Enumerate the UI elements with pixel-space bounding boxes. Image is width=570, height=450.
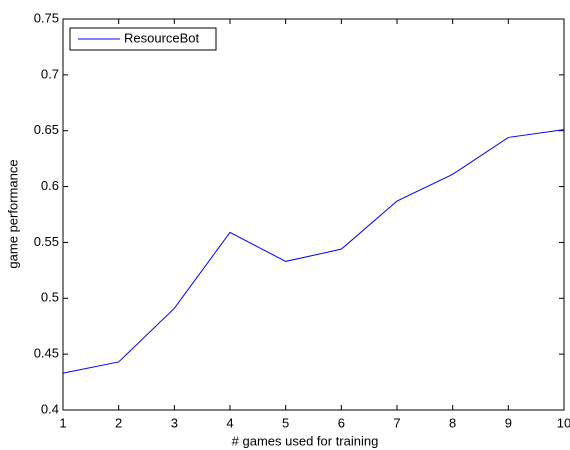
- x-tick-label: 1: [59, 415, 66, 430]
- plot-area: [62, 18, 565, 411]
- x-tick-label: 2: [115, 415, 122, 430]
- x-tick-label: 8: [449, 415, 456, 430]
- y-tick-label: 0.55: [34, 234, 59, 249]
- x-axis-label: # games used for training: [232, 433, 379, 448]
- x-tick-label: 7: [393, 415, 400, 430]
- legend-box: [69, 27, 217, 51]
- legend-label: ResourceBot: [124, 30, 200, 45]
- x-tick-label: 4: [226, 415, 233, 430]
- x-tick-label: 10: [557, 415, 570, 430]
- y-tick-label: 0.65: [34, 122, 59, 137]
- x-tick-label: 3: [171, 415, 178, 430]
- y-axis-label: game performance: [5, 159, 20, 268]
- y-tick-label: 0.6: [41, 178, 59, 193]
- y-tick-label: 0.75: [34, 10, 59, 25]
- x-tick-label: 9: [505, 415, 512, 430]
- y-tick-label: 0.45: [34, 346, 59, 361]
- y-tick-label: 0.7: [41, 66, 59, 81]
- data-line: [62, 129, 565, 374]
- x-tick-label: 5: [282, 415, 289, 430]
- y-tick-label: 0.4: [41, 401, 59, 416]
- x-tick-label: 6: [338, 415, 345, 430]
- y-tick-label: 0.5: [41, 290, 59, 305]
